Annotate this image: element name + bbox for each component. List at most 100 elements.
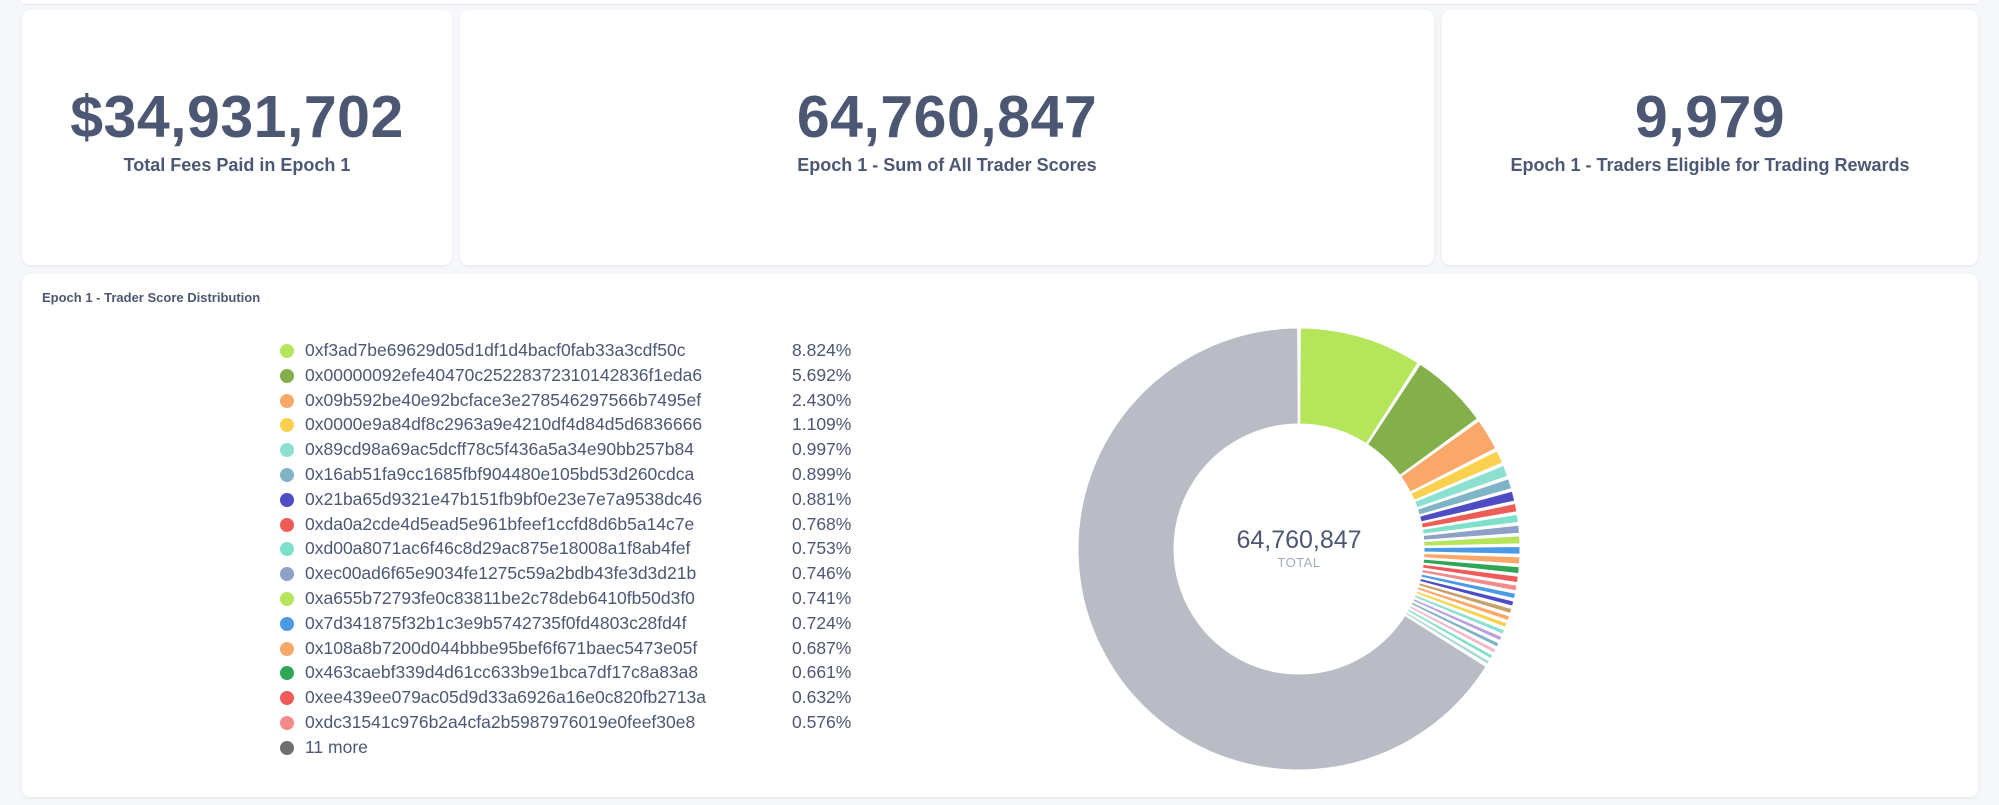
legend-color-dot	[280, 740, 294, 755]
legend-item[interactable]: 0x7d341875f32b1c3e9b5742735f0fd4803c28fd…	[260, 611, 900, 636]
legend-label: 0xec00ad6f65e9034fe1275c59a2bdb43fe3d3d2…	[305, 563, 697, 584]
pie-slice[interactable]	[1423, 535, 1521, 547]
pie-slice[interactable]	[1366, 363, 1479, 476]
legend-item[interactable]: 0xee439ee079ac05d9d33a6926a16e0c820fb271…	[260, 685, 900, 710]
pie-slice[interactable]	[1404, 611, 1491, 665]
pie-slice[interactable]	[1422, 558, 1520, 575]
legend-color-dot	[280, 418, 294, 433]
legend-label: 0x21ba65d9321e47b151fb9bf0e23e7e7a9538dc…	[305, 488, 703, 509]
total-fees-label[interactable]: Total Fees Paid in Epoch 1	[123, 155, 351, 175]
total-fees-card[interactable]: $34,931,702 Total Fees Paid in Epoch 1	[22, 10, 452, 265]
legend-percent: 0.899%	[792, 463, 852, 484]
pie-slice[interactable]	[1406, 608, 1494, 660]
pie-slice[interactable]	[1299, 327, 1419, 445]
pie-slice[interactable]	[1422, 524, 1520, 541]
legend-item[interactable]: 0x89cd98a69ac5dcff78c5f436a5a34e90bb257b…	[260, 437, 900, 462]
pie-slice[interactable]	[1413, 594, 1506, 635]
center-total-value: 64,760,847	[1236, 526, 1361, 554]
legend-percent: 0.661%	[792, 662, 852, 683]
legend-item[interactable]: 0x21ba65d9321e47b151fb9bf0e23e7e7a9538dc…	[260, 487, 900, 512]
legend-item[interactable]: 0xdc31541c976b2a4cfa2b5987976019e0feef30…	[260, 710, 900, 735]
legend-item[interactable]: 0x108a8b7200d044bbbe95bef6f671baec5473e0…	[260, 636, 900, 661]
pie-slice[interactable]	[1423, 552, 1521, 565]
legend-color-dot	[280, 691, 294, 706]
legend-item[interactable]: 11 more	[260, 735, 900, 760]
trader-scores-card[interactable]: 64,760,847 Epoch 1 - Sum of All Trader S…	[460, 10, 1434, 265]
legend-item[interactable]: 0xec00ad6f65e9034fe1275c59a2bdb43fe3d3d2…	[260, 561, 900, 586]
legend-color-dot	[280, 467, 294, 482]
pie-slice[interactable]	[1420, 573, 1517, 600]
legend-color-dot	[280, 591, 294, 606]
trader-scores-value: 64,760,847	[796, 84, 1098, 150]
pie-slice[interactable]	[1423, 546, 1521, 555]
legend-item[interactable]: 0xda0a2cde4d5ead5e961bfeef1ccfd8d6b5a14c…	[260, 512, 900, 537]
legend-percent: 0.881%	[792, 488, 852, 509]
scalar-display: 64,760,847 Epoch 1 - Sum of All Trader S…	[460, 88, 1434, 176]
legend-label: 0x463caebf339d4d61cc633b9e1bca7df17c8a83…	[305, 662, 699, 683]
legend-color-dot	[280, 344, 294, 358]
legend-item[interactable]: 0x00000092efe40470c25228372310142836f1ed…	[260, 363, 900, 388]
legend-item[interactable]: 0x0000e9a84df8c2963a9e4210df4d84d5d68366…	[260, 412, 900, 437]
legend-label: 0x7d341875f32b1c3e9b5742735f0fd4803c28fd…	[305, 612, 687, 633]
pie-slice[interactable]	[1420, 502, 1518, 529]
legend-color-dot	[280, 542, 294, 557]
legend-item[interactable]: 0x09b592be40e92bcface3e278546297566b7495…	[260, 388, 900, 413]
center-total-label: TOTAL	[1277, 555, 1320, 570]
eligible-traders-label[interactable]: Epoch 1 - Traders Eligible for Trading R…	[1510, 155, 1910, 175]
legend-percent: 0.741%	[792, 587, 852, 608]
pie-slice[interactable]	[1421, 513, 1519, 535]
legend-color-dot	[280, 616, 294, 631]
scalar-display: $34,931,702 Total Fees Paid in Epoch 1	[22, 88, 452, 176]
legend-color-dot	[280, 666, 294, 681]
legend-percent: 0.746%	[792, 563, 852, 584]
eligible-traders-value: 9,979	[1634, 84, 1786, 150]
legend-item[interactable]: 0xd00a8071ac6f46c8d29ac875e18008a1f8ab4f…	[260, 536, 900, 561]
legend-percent: 5.692%	[792, 364, 852, 385]
legend-color-dot	[280, 368, 294, 383]
pie-slice[interactable]	[1410, 450, 1504, 501]
scalar-display: 9,979 Epoch 1 - Traders Eligible for Tra…	[1442, 88, 1978, 176]
pie-slice[interactable]	[1419, 577, 1515, 607]
legend-label: 0x16ab51fa9cc1685fbf904480e105bd53d260cd…	[305, 463, 695, 484]
legend-color-dot	[280, 517, 294, 532]
pie-slice[interactable]	[1410, 601, 1500, 648]
total-fees-value: $34,931,702	[70, 84, 404, 150]
pie-slice[interactable]	[1421, 563, 1519, 584]
eligible-traders-card[interactable]: 9,979 Epoch 1 - Traders Eligible for Tra…	[1442, 10, 1978, 265]
legend-percent: 0.576%	[792, 711, 852, 732]
legend-item[interactable]: 0x16ab51fa9cc1685fbf904480e105bd53d260cd…	[260, 462, 900, 487]
legend-percent: 0.997%	[792, 439, 852, 460]
legend-label: 0x09b592be40e92bcface3e278546297566b7495…	[305, 389, 702, 410]
chart-title[interactable]: Epoch 1 - Trader Score Distribution	[42, 290, 261, 305]
pie-slice[interactable]	[1400, 420, 1497, 493]
pie-slice[interactable]	[1421, 568, 1518, 592]
pie-slice[interactable]	[1417, 582, 1513, 615]
score-distribution-card: Epoch 1 - Trader Score Distribution 0xf3…	[22, 274, 1978, 797]
legend-percent: 0.687%	[792, 637, 852, 658]
pie-slice[interactable]	[1408, 605, 1497, 654]
pie-slice[interactable]	[1077, 327, 1487, 771]
trader-scores-label[interactable]: Epoch 1 - Sum of All Trader Scores	[797, 155, 1097, 175]
legend-label: 0xa655b72793fe0c83811be2c78deb6410fb50d3…	[305, 587, 695, 608]
legend-percent: 2.430%	[792, 389, 852, 410]
legend-color-dot	[280, 567, 294, 582]
pie-slice[interactable]	[1419, 490, 1516, 523]
legend-label: 0x00000092efe40470c25228372310142836f1ed…	[305, 364, 703, 385]
pie-slice[interactable]	[1415, 590, 1508, 629]
pie-slice[interactable]	[1414, 464, 1509, 509]
legend-item[interactable]: 0xf3ad7be69629d05d1df1d4bacf0fab33a3cdf5…	[260, 338, 900, 363]
legend-label: 0xee439ee079ac05d9d33a6926a16e0c820fb271…	[305, 687, 706, 708]
top-border	[22, 0, 1978, 5]
legend-percent: 0.724%	[792, 612, 852, 633]
legend-percent: 1.109%	[792, 414, 852, 435]
pie-slice[interactable]	[1416, 478, 1513, 516]
legend-label: 0xf3ad7be69629d05d1df1d4bacf0fab33a3cdf5…	[305, 340, 686, 360]
pie-slice[interactable]	[1416, 586, 1511, 622]
pie-slice[interactable]	[1412, 597, 1503, 642]
legend-label: 11 more	[305, 736, 368, 757]
legend-item[interactable]: 0x463caebf339d4d61cc633b9e1bca7df17c8a83…	[260, 660, 900, 685]
legend-item[interactable]: 0xa655b72793fe0c83811be2c78deb6410fb50d3…	[260, 586, 900, 611]
legend-color-dot	[280, 492, 294, 507]
legend-label: 0xda0a2cde4d5ead5e961bfeef1ccfd8d6b5a14c…	[305, 513, 695, 534]
